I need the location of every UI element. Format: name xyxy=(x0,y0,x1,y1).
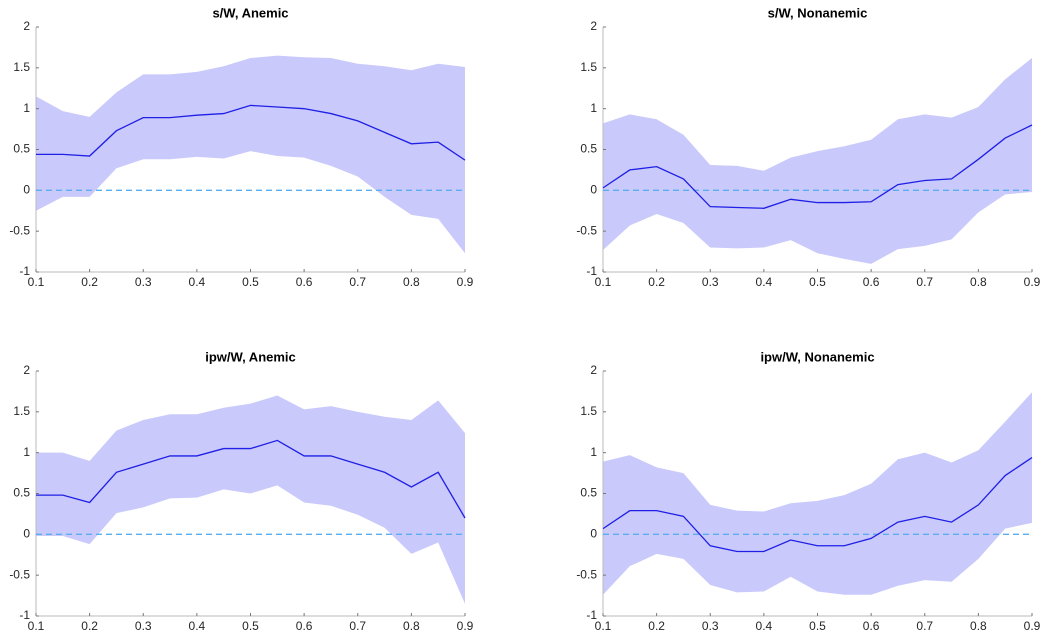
y-tick-label: 1.5 xyxy=(13,60,30,74)
x-tick-label: 0.3 xyxy=(702,619,719,633)
y-tick-label: 1 xyxy=(590,101,597,115)
x-tick-label: 0.1 xyxy=(28,275,45,289)
confidence-band xyxy=(603,58,1032,264)
x-tick-label: 0.2 xyxy=(648,619,665,633)
y-tick-label: 1 xyxy=(23,101,30,115)
x-tick-label: 0.8 xyxy=(970,619,987,633)
x-tick-label: 0.6 xyxy=(863,275,880,289)
estimate-line xyxy=(36,439,466,519)
y-tick-label: -0.5 xyxy=(576,223,597,237)
x-tick-label: 0.1 xyxy=(28,619,45,633)
y-tick-label: -0.5 xyxy=(9,567,30,581)
x-tick-label: 0.7 xyxy=(916,619,933,633)
x-tick-label: 0.7 xyxy=(349,275,366,289)
y-tick-label: 2 xyxy=(23,363,30,377)
confidence-band xyxy=(36,55,465,254)
confidence-band xyxy=(36,395,465,604)
y-tick-label: 2 xyxy=(590,363,597,377)
x-tick-label: 0.1 xyxy=(595,275,612,289)
x-tick-label: 0.6 xyxy=(296,275,313,289)
x-tick-label: 0.3 xyxy=(702,275,719,289)
y-tick-label: 0 xyxy=(590,183,597,197)
x-tick-label: 0.2 xyxy=(648,275,665,289)
x-tick-label: 0.9 xyxy=(1024,619,1041,633)
chart-title: s/W, Anemic xyxy=(212,5,288,20)
y-tick-label: -0.5 xyxy=(576,567,597,581)
y-tick-label: 0.5 xyxy=(13,142,30,156)
y-tick-label: 1.5 xyxy=(580,404,597,418)
x-tick-label: 0.7 xyxy=(349,619,366,633)
y-tick-label: 2 xyxy=(590,19,597,33)
y-tick-label: 0.5 xyxy=(580,486,597,500)
y-tick-label: -1 xyxy=(19,608,30,622)
y-tick-label: -1 xyxy=(586,264,597,278)
x-tick-label: 0.7 xyxy=(916,275,933,289)
x-tick-label: 0.2 xyxy=(81,275,98,289)
confidence-band xyxy=(603,392,1032,595)
x-tick-label: 0.4 xyxy=(189,619,206,633)
x-tick-label: 0.6 xyxy=(296,619,313,633)
x-tick-label: 0.4 xyxy=(756,275,773,289)
x-tick-label: 0.5 xyxy=(242,619,259,633)
x-tick-label: 0.8 xyxy=(970,275,987,289)
x-tick-label: 0.8 xyxy=(403,619,420,633)
x-tick-label: 0.3 xyxy=(135,275,152,289)
y-tick-label: 1.5 xyxy=(13,404,30,418)
y-tick-label: 0 xyxy=(590,527,597,541)
y-tick-label: -1 xyxy=(586,608,597,622)
x-tick-label: 0.3 xyxy=(135,619,152,633)
x-tick-label: 0.8 xyxy=(403,275,420,289)
estimate-line xyxy=(602,124,1033,209)
x-tick-label: 0.5 xyxy=(809,619,826,633)
y-tick-label: 1 xyxy=(590,445,597,459)
x-tick-label: 0.9 xyxy=(457,619,474,633)
chart-title: s/W, Nonanemic xyxy=(768,5,868,20)
chart-title: ipw/W, Nonanemic xyxy=(760,349,874,364)
x-tick-label: 0.5 xyxy=(242,275,259,289)
y-tick-label: 0 xyxy=(23,183,30,197)
y-tick-label: 1.5 xyxy=(580,60,597,74)
x-tick-label: 0.9 xyxy=(1024,275,1041,289)
x-tick-label: 0.5 xyxy=(809,275,826,289)
estimate-line xyxy=(36,104,466,161)
y-tick-label: -0.5 xyxy=(9,223,30,237)
y-tick-label: 0.5 xyxy=(580,142,597,156)
y-tick-label: 0.5 xyxy=(13,486,30,500)
y-tick-label: -1 xyxy=(19,264,30,278)
x-tick-label: 0.2 xyxy=(81,619,98,633)
y-tick-label: 1 xyxy=(23,445,30,459)
x-tick-label: 0.4 xyxy=(189,275,206,289)
x-tick-label: 0.1 xyxy=(595,619,612,633)
x-tick-label: 0.6 xyxy=(863,619,880,633)
y-tick-label: 0 xyxy=(23,527,30,541)
x-tick-label: 0.4 xyxy=(756,619,773,633)
x-tick-label: 0.9 xyxy=(457,275,474,289)
estimate-line xyxy=(602,457,1033,553)
y-tick-label: 2 xyxy=(23,19,30,33)
chart-title: ipw/W, Anemic xyxy=(205,349,296,364)
